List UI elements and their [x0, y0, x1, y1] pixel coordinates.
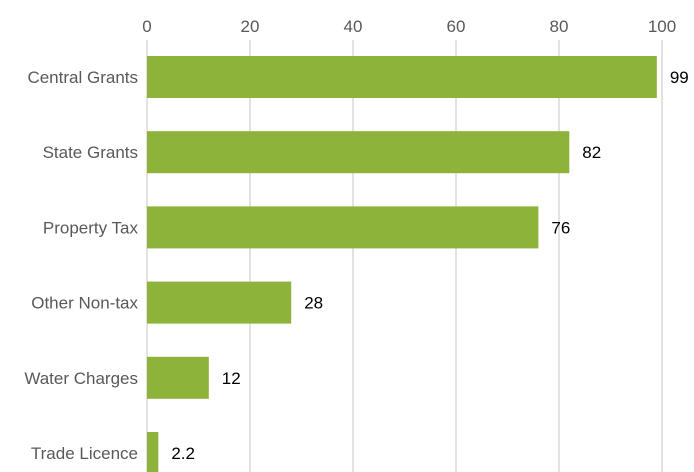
x-tick-label: 60: [447, 17, 466, 36]
category-label: Central Grants: [27, 68, 138, 87]
category-label: Water Charges: [24, 369, 138, 388]
data-label: 2.2: [171, 444, 195, 463]
x-tick-label: 0: [142, 17, 151, 36]
bar-central-grants: [147, 56, 657, 98]
bar-state-grants: [147, 131, 570, 174]
x-tick-label: 80: [550, 17, 569, 36]
x-tick-label: 20: [241, 17, 260, 36]
data-label: 99: [670, 68, 689, 87]
bar-property-tax: [147, 206, 539, 249]
x-tick-label: 40: [344, 17, 363, 36]
x-axis-ticks: 0 20 40 60 80 100: [142, 17, 676, 36]
category-label: State Grants: [43, 143, 138, 162]
data-label: 76: [551, 218, 570, 237]
category-label: Trade Licence: [31, 444, 138, 463]
x-tick-label: 100: [648, 17, 676, 36]
data-label: 12: [222, 369, 241, 388]
gridlines: [146, 40, 663, 472]
bar-other-non-tax: [147, 281, 292, 324]
value-labels: 99 82 76 28 12 2.2: [171, 68, 688, 463]
data-label: 28: [304, 294, 323, 313]
category-labels: Central Grants State Grants Property Tax Ot…: [24, 68, 138, 463]
data-label: 82: [582, 143, 601, 162]
bars: [147, 56, 657, 472]
category-label: Property Tax: [43, 218, 139, 237]
bar-trade-licence: [147, 432, 159, 472]
bar-water-charges: [147, 356, 209, 399]
category-label: Other Non-tax: [31, 294, 138, 313]
